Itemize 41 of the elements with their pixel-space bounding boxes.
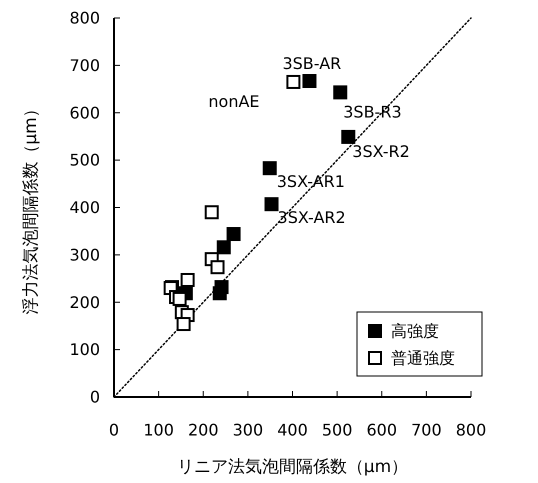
legend-label: 高強度 bbox=[391, 322, 439, 341]
y-tick-label: 100 bbox=[69, 340, 100, 360]
x-tick-label: 600 bbox=[366, 420, 398, 440]
x-tick-label: 300 bbox=[232, 420, 264, 440]
x-tick-label: 400 bbox=[277, 420, 308, 440]
x-tick-label: 0 bbox=[108, 420, 120, 440]
point bbox=[176, 317, 191, 332]
x-tick-label: 200 bbox=[188, 420, 219, 440]
legend-label: 普通強度 bbox=[391, 348, 455, 368]
annotation: 3SX-AR2 bbox=[278, 208, 346, 228]
point bbox=[302, 74, 316, 88]
x-axis-title: リニア法気泡間隔係数（μm） bbox=[176, 457, 408, 477]
y-tick-label: 500 bbox=[69, 150, 100, 170]
x-tick-label: 500 bbox=[322, 420, 352, 440]
y-axis-title: 浮力法気泡間隔係数（μm） bbox=[21, 100, 41, 315]
point bbox=[180, 272, 195, 287]
y-tick-label: 600 bbox=[69, 103, 100, 122]
x-tick-label: 100 bbox=[143, 420, 174, 440]
point bbox=[262, 161, 277, 176]
point bbox=[210, 260, 225, 274]
y-tick-label: 800 bbox=[69, 8, 100, 28]
point bbox=[172, 292, 187, 306]
annotation: 3SX-R2 bbox=[352, 142, 410, 161]
x-tick-label: 700 bbox=[411, 420, 442, 440]
y-tick-label: 700 bbox=[69, 56, 100, 75]
y-tick-label: 200 bbox=[69, 292, 100, 312]
point bbox=[264, 197, 279, 212]
point bbox=[341, 130, 356, 144]
point bbox=[226, 227, 241, 242]
annotation: nonAE bbox=[208, 92, 260, 111]
annotation: 3SX-AR1 bbox=[276, 172, 345, 192]
y-tick-label: 0 bbox=[90, 388, 100, 407]
x-tick-label: 800 bbox=[456, 420, 486, 440]
point bbox=[333, 85, 348, 100]
point bbox=[204, 205, 219, 220]
annotation: 3SB-AR bbox=[282, 54, 342, 74]
y-tick-label: 300 bbox=[69, 245, 100, 264]
point bbox=[212, 286, 227, 300]
point bbox=[216, 240, 231, 254]
point bbox=[286, 74, 300, 89]
y-tick-label: 400 bbox=[69, 198, 100, 218]
